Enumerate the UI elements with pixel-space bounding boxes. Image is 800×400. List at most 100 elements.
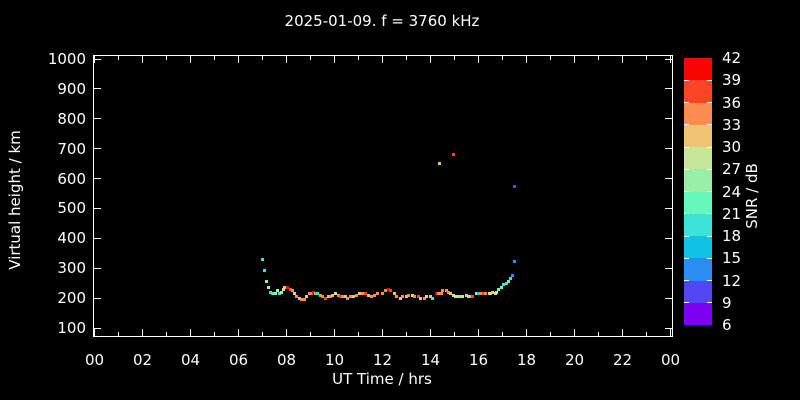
y-tick-label: 600 — [57, 169, 86, 188]
colorbar-tick — [684, 191, 689, 192]
data-point — [295, 294, 299, 298]
data-point — [311, 290, 315, 294]
data-point — [413, 294, 417, 298]
data-point — [489, 291, 493, 295]
y-major-tick — [94, 88, 101, 90]
data-point — [380, 291, 384, 295]
x-minor-tick — [166, 56, 167, 60]
colorbar-tick — [707, 257, 712, 259]
data-point — [276, 289, 280, 293]
data-point — [283, 286, 287, 290]
data-point — [471, 294, 475, 298]
colorbar-tick — [684, 79, 689, 81]
data-point — [281, 287, 285, 291]
x-minor-tick — [598, 332, 599, 336]
y-tick-label: 800 — [57, 109, 86, 128]
y-major-tick — [665, 148, 672, 150]
x-minor-tick — [406, 56, 407, 60]
data-point — [513, 185, 517, 189]
data-point — [286, 286, 290, 290]
data-point — [346, 296, 350, 300]
x-major-tick — [622, 329, 623, 336]
data-point — [376, 292, 380, 296]
x-major-tick — [382, 56, 383, 63]
data-point — [504, 281, 508, 285]
colorbar-tick-label: 6 — [722, 316, 732, 334]
data-point — [278, 291, 282, 295]
colorbar-tick — [684, 235, 689, 237]
x-minor-tick — [214, 332, 215, 336]
data-point — [497, 287, 501, 291]
colorbar-tick — [684, 124, 689, 126]
colorbar-tick — [684, 146, 689, 148]
colorbar-tick-label: 36 — [722, 93, 742, 112]
x-major-tick — [526, 329, 527, 336]
y-axis-label: Virtual height / km — [6, 130, 24, 270]
data-point — [300, 297, 304, 301]
x-minor-tick — [310, 56, 311, 60]
data-point — [364, 292, 368, 296]
x-major-tick — [670, 56, 671, 63]
x-major-tick — [334, 56, 335, 63]
data-point — [457, 295, 461, 299]
x-major-tick — [574, 56, 575, 63]
data-point — [291, 289, 295, 293]
y-major-tick — [665, 237, 672, 239]
data-point — [499, 285, 503, 289]
x-minor-tick — [646, 56, 647, 60]
colorbar-tick — [684, 257, 689, 259]
data-point — [358, 292, 362, 296]
x-tick-label: 10 — [324, 351, 345, 369]
x-major-tick — [238, 56, 239, 63]
y-major-tick — [665, 267, 672, 269]
y-tick-label: 1000 — [47, 50, 86, 68]
y-tick-label: 300 — [57, 259, 86, 278]
y-major-tick — [94, 297, 101, 299]
x-tick-label: 06 — [228, 351, 249, 369]
data-point — [307, 292, 311, 296]
x-minor-tick — [310, 332, 311, 336]
data-point — [487, 292, 491, 296]
colorbar-tick-label: 15 — [722, 249, 742, 268]
data-point — [265, 280, 269, 284]
x-tick-label: 00 — [84, 351, 105, 369]
data-point — [449, 292, 453, 296]
data-point — [341, 294, 345, 298]
x-tick-label: 08 — [276, 351, 297, 369]
data-point — [274, 291, 278, 295]
x-major-tick — [526, 56, 527, 63]
data-point — [260, 258, 264, 262]
data-point — [410, 293, 414, 297]
colorbar-axis-label: SNR / dB — [743, 163, 761, 229]
data-point — [484, 292, 488, 296]
data-point — [297, 296, 301, 300]
x-minor-tick — [550, 56, 551, 60]
colorbar-tick — [684, 280, 689, 281]
data-point — [407, 293, 411, 297]
x-minor-tick — [118, 332, 119, 336]
x-major-tick — [430, 56, 431, 63]
colorbar-tick — [684, 213, 689, 215]
data-point — [336, 293, 340, 297]
x-major-tick — [286, 56, 287, 63]
data-point — [404, 294, 408, 298]
data-point — [511, 273, 515, 277]
y-major-tick — [665, 118, 672, 120]
data-point — [398, 296, 402, 300]
x-tick-label: 02 — [132, 351, 153, 369]
x-major-tick — [94, 329, 95, 336]
colorbar-segment — [684, 169, 712, 192]
data-point — [352, 294, 356, 298]
data-point — [479, 292, 483, 296]
data-point — [447, 290, 451, 294]
x-minor-tick — [454, 332, 455, 336]
data-point — [331, 293, 335, 297]
y-major-tick — [665, 88, 672, 90]
data-point — [416, 295, 420, 299]
colorbar-tick — [684, 102, 689, 103]
x-axis-label: UT Time / hrs — [332, 370, 432, 388]
colorbar-segment — [684, 102, 712, 125]
data-point — [425, 295, 429, 299]
data-point — [339, 294, 342, 298]
